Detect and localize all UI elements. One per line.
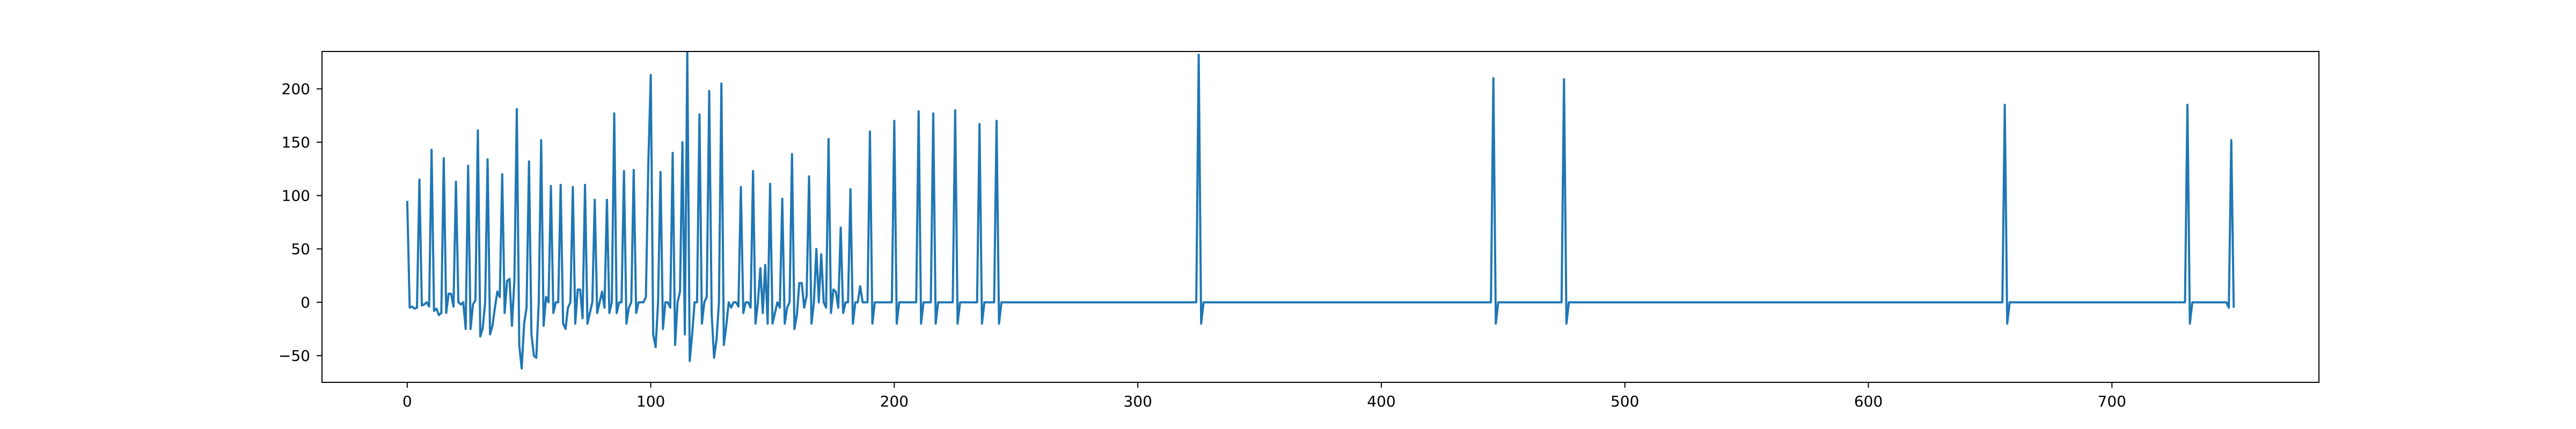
y-axis-ticks: −50 0 50 100 150 200: [279, 80, 322, 365]
x-tick-label: 200: [880, 393, 909, 410]
y-tick-label: 50: [291, 240, 310, 258]
x-tick-label: 400: [1367, 393, 1395, 410]
series-layer: [406, 51, 2235, 370]
x-tick-label: 300: [1123, 393, 1152, 410]
plot-frame: [321, 51, 2319, 383]
x-tick-label: 600: [1854, 393, 1883, 410]
y-tick-label: −50: [279, 347, 310, 365]
y-tick-label: 150: [282, 134, 310, 151]
x-tick-label: 500: [1611, 393, 1639, 410]
x-axis-ticks: 0 100 200 300 400 500 600 700: [402, 382, 2126, 410]
y-tick-label: 200: [282, 80, 310, 98]
plot-area: [322, 51, 2319, 382]
y-tick-label: 100: [282, 187, 310, 205]
series-line-0: [406, 51, 2235, 370]
y-tick-label: 0: [301, 294, 310, 312]
x-tick-label: 0: [402, 393, 412, 410]
x-tick-label: 700: [2098, 393, 2126, 410]
x-tick-label: 100: [636, 393, 665, 410]
